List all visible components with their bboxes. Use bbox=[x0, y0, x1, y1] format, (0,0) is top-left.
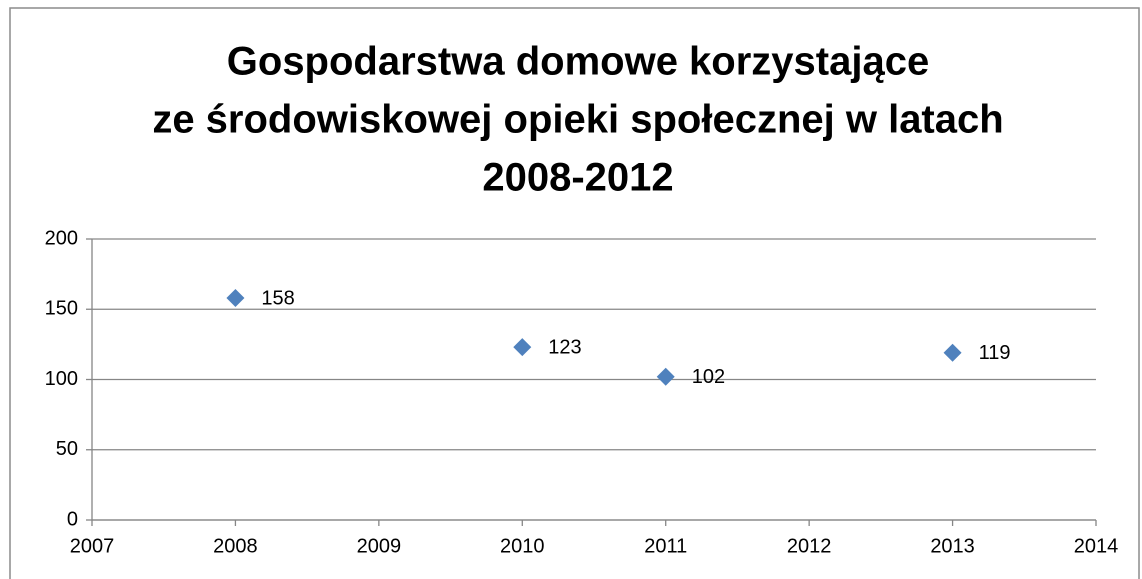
chart-title: Gospodarstwa domowe korzystające bbox=[227, 40, 929, 84]
x-tick-label: 2011 bbox=[644, 535, 687, 557]
chart-title: ze środowiskowej opieki społecznej w lat… bbox=[152, 98, 1003, 142]
y-tick-label: 50 bbox=[56, 438, 78, 460]
data-label: 102 bbox=[692, 366, 725, 388]
y-tick-label: 0 bbox=[67, 508, 78, 530]
x-tick-label: 2008 bbox=[213, 535, 258, 557]
x-tick-label: 2010 bbox=[500, 535, 545, 557]
data-point bbox=[513, 338, 532, 357]
data-label: 158 bbox=[261, 287, 294, 309]
x-tick-label: 2014 bbox=[1074, 535, 1119, 557]
data-point bbox=[943, 343, 962, 362]
data-label: 123 bbox=[548, 336, 581, 358]
data-point bbox=[226, 289, 245, 308]
x-tick-label: 2009 bbox=[357, 535, 402, 557]
y-tick-label: 100 bbox=[45, 368, 78, 390]
x-tick-label: 2007 bbox=[70, 535, 115, 557]
x-tick-label: 2012 bbox=[787, 535, 832, 557]
data-label: 119 bbox=[979, 342, 1011, 364]
data-point bbox=[656, 367, 675, 386]
y-tick-label: 150 bbox=[45, 298, 78, 320]
x-tick-label: 2013 bbox=[930, 535, 975, 557]
chart-title: 2008-2012 bbox=[482, 156, 673, 200]
chart-frame bbox=[9, 7, 1140, 579]
y-tick-label: 200 bbox=[45, 227, 78, 249]
